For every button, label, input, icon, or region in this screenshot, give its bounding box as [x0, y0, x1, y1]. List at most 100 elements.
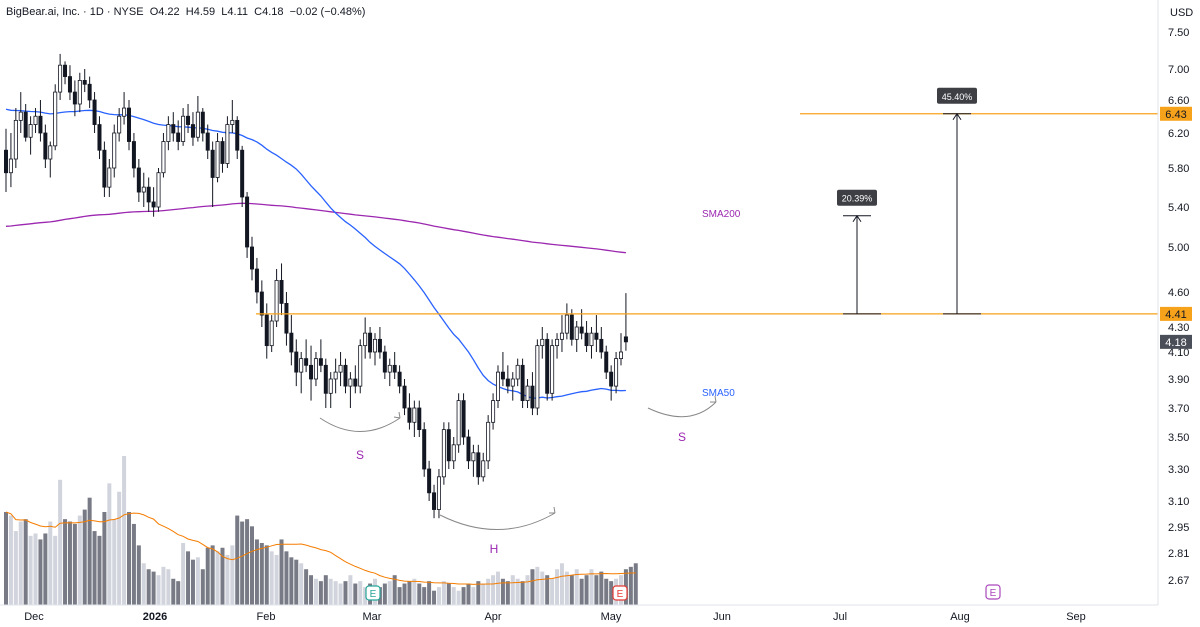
high-label: H — [185, 6, 194, 18]
volume-bar — [441, 581, 446, 605]
volume-bar — [279, 539, 284, 605]
volume-bar — [555, 569, 560, 605]
earnings-marker-mar[interactable]: E — [365, 585, 381, 601]
volume-bar — [569, 575, 574, 605]
candle — [195, 96, 200, 142]
candle — [318, 339, 323, 373]
volume-bar — [304, 569, 309, 605]
candle — [495, 365, 500, 408]
volume-bar — [515, 578, 520, 605]
target-measure[interactable]: 20.39% — [837, 189, 881, 315]
volume-bar — [112, 519, 117, 605]
candle — [353, 365, 358, 394]
price-tick-label: 5.40 — [1168, 202, 1189, 214]
candle — [141, 172, 146, 207]
price-marker-box — [1160, 334, 1192, 349]
candle — [476, 444, 481, 485]
candle — [372, 333, 377, 366]
time-tick-label: Sep — [1066, 611, 1086, 623]
volume-bar — [564, 571, 569, 605]
candle — [609, 365, 614, 401]
close-value: 4.18 — [262, 6, 284, 18]
volume-bar — [609, 581, 614, 605]
sma200-line — [5, 202, 626, 254]
currency-label[interactable]: USD — [1170, 7, 1193, 19]
volume-bar — [235, 515, 240, 605]
target-label-box — [937, 87, 977, 104]
earnings-marker-aug[interactable]: E — [985, 584, 1001, 600]
candle — [555, 333, 560, 359]
earnings-marker-letter: E — [617, 589, 624, 600]
candle — [559, 315, 564, 352]
sma200-label: SMA200 — [702, 209, 741, 220]
volume-bar — [48, 521, 53, 605]
volume-bar — [156, 575, 161, 605]
volume-bar — [53, 535, 58, 605]
price-marker-box — [1160, 306, 1192, 321]
candle — [520, 358, 525, 408]
earnings-marker-may[interactable]: E — [612, 585, 628, 601]
candle — [436, 469, 441, 519]
candle — [545, 333, 550, 401]
volume-bar — [451, 587, 456, 605]
time-axis[interactable]: Dec 2026 Feb Mar Apr May Jun Jul Aug Sep — [24, 611, 1086, 623]
volume-bar — [387, 581, 392, 605]
candle — [28, 116, 33, 155]
price-tick-label: 6.20 — [1168, 128, 1189, 140]
volume-bar — [604, 578, 609, 605]
candle — [540, 327, 545, 359]
target-measurements[interactable]: 20.39% 45.40% — [837, 87, 981, 315]
symbol-line[interactable]: BigBear.ai, Inc. · 1D · NYSE — [6, 6, 144, 18]
candles — [4, 53, 628, 519]
candle — [259, 280, 264, 327]
candle — [392, 352, 397, 379]
volume-bar — [294, 559, 299, 605]
volume-bar — [230, 545, 235, 605]
candle — [166, 116, 171, 151]
candle — [8, 133, 13, 188]
candle — [550, 339, 555, 401]
earnings-marker-letter: E — [990, 588, 997, 599]
candle — [161, 133, 166, 178]
price-tick-label: 3.50 — [1168, 432, 1189, 444]
candle — [235, 116, 240, 160]
candle — [97, 116, 102, 160]
volume-bar — [417, 583, 422, 605]
volume-bar — [328, 578, 333, 605]
volume-bar — [579, 578, 584, 605]
earnings-marker-letter: E — [370, 589, 377, 600]
price-tick-label: 5.80 — [1168, 163, 1189, 175]
price-marker-label: 4.41 — [1165, 309, 1186, 321]
candle — [87, 76, 92, 109]
price-tick-label: 6.60 — [1168, 95, 1189, 107]
price-tick-label: 5.00 — [1168, 242, 1189, 254]
volume-bar — [594, 575, 599, 605]
volume-bar — [486, 578, 491, 605]
volume-bar — [402, 583, 407, 605]
price-tick-label: 7.00 — [1168, 64, 1189, 76]
candle — [269, 315, 274, 352]
volume-bar — [456, 590, 461, 605]
candle — [451, 437, 456, 469]
candle — [402, 379, 407, 416]
volume-bar — [205, 547, 210, 605]
candle — [569, 309, 574, 346]
price-tick-label: 2.81 — [1168, 548, 1189, 560]
candle — [412, 400, 417, 437]
target-measure[interactable]: 45.40% — [937, 87, 981, 315]
price-tick-label: 3.70 — [1168, 403, 1189, 415]
candle — [594, 315, 599, 352]
earnings-marker-box — [985, 584, 1001, 600]
price-axis[interactable]: 7.50 7.00 6.60 6.20 5.80 5.40 5.00 4.60 4.30 4.10… — [1168, 27, 1189, 587]
candle — [127, 100, 132, 151]
candle — [466, 429, 471, 469]
high-value: 4.59 — [193, 6, 216, 18]
candle — [304, 339, 309, 373]
candle — [274, 269, 279, 327]
volume-bar — [491, 575, 496, 605]
time-tick-label: Feb — [257, 611, 276, 623]
volume-bar — [363, 587, 368, 605]
candle — [535, 339, 540, 416]
left-shoulder-arrowhead — [393, 411, 401, 419]
